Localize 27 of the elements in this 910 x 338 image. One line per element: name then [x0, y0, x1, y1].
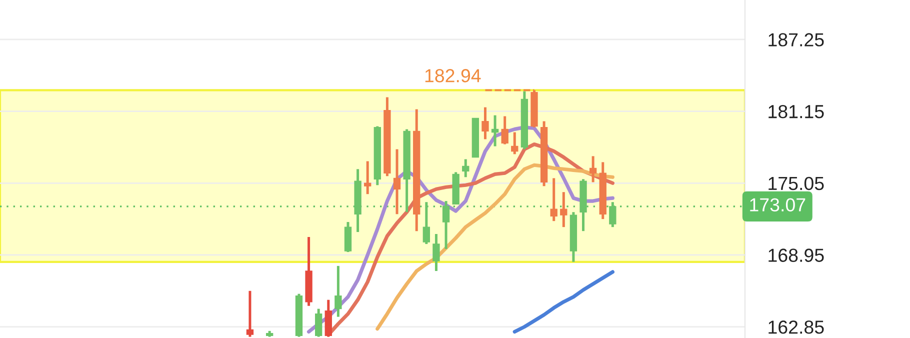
candlestick: [511, 131, 518, 156]
candlestick: [609, 200, 616, 228]
candlestick: [482, 106, 489, 140]
line-series: [512, 270, 614, 334]
line-series: [376, 163, 614, 331]
y-tick-label: 175.05: [768, 176, 824, 190]
candlestick: [501, 114, 508, 146]
candlestick: [246, 290, 254, 338]
candlestick: [491, 114, 499, 148]
candlestick: [393, 148, 401, 216]
candlestick: [364, 160, 372, 196]
candlestick: [442, 200, 450, 250]
candlestick: [334, 264, 342, 318]
candlestick: [589, 154, 597, 184]
candlestick: [432, 232, 440, 272]
candlestick: [315, 308, 322, 338]
annotation: 182.94: [425, 69, 481, 82]
y-tick-label: 181.15: [768, 104, 824, 118]
candlestick: [462, 158, 470, 178]
candlestick: [344, 220, 352, 254]
ref-line-label: 173.07: [750, 198, 806, 212]
y-tick-label: 168.95: [768, 248, 824, 262]
candlestick: [550, 176, 558, 222]
candlestick: [560, 190, 568, 228]
candlestick: [422, 200, 430, 246]
y-tick-label: 162.85: [768, 320, 824, 334]
y-tick-label: 187.25: [768, 33, 824, 46]
